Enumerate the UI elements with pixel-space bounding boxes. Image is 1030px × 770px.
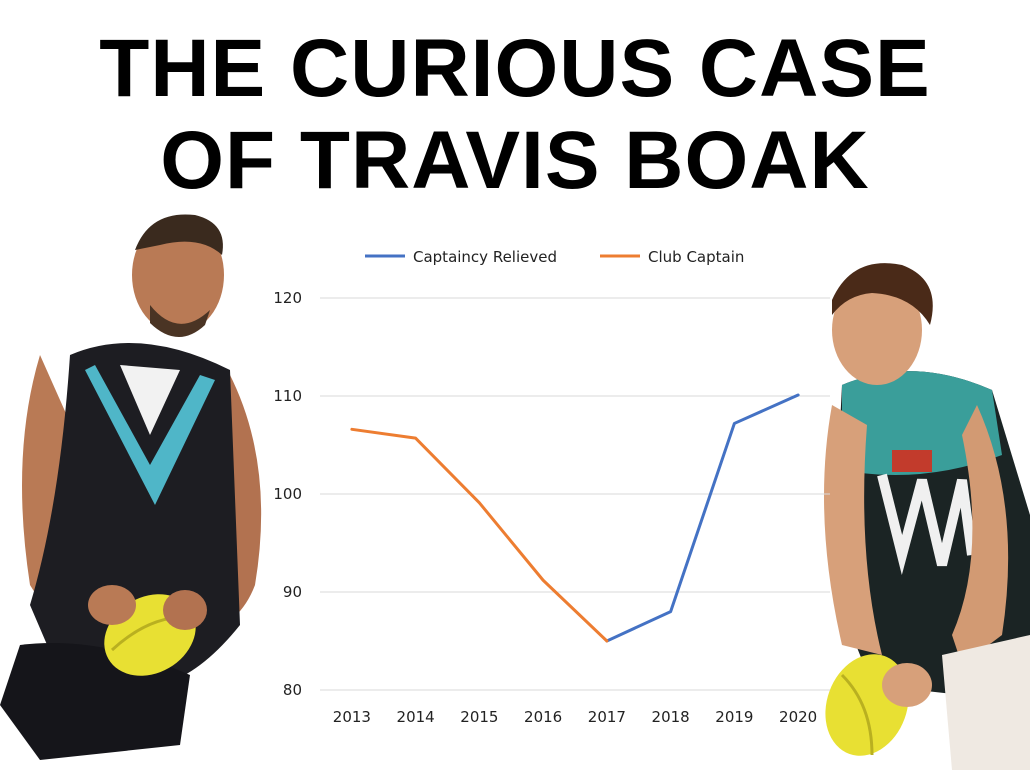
chart-legend: Captaincy Relieved Club Captain [365,248,744,266]
y-tick-label: 110 [273,387,302,405]
headline-line-1: THE CURIOUS CASE [99,23,931,114]
x-tick-label: 2018 [652,708,690,726]
player-right-photo [824,263,1030,770]
chart-gridlines [320,297,830,691]
series-line-captaincy-relieved [605,393,800,643]
chart-series [350,393,800,643]
x-tick-label: 2014 [397,708,435,726]
x-tick-label: 2016 [524,708,562,726]
player-left-photo [0,214,262,760]
x-tick-label: 2017 [588,708,626,726]
legend-label: Club Captain [648,248,744,266]
y-tick-label: 80 [283,681,302,699]
x-tick-label: 2020 [779,708,817,726]
y-tick-label: 100 [273,485,302,503]
x-tick-label: 2019 [715,708,753,726]
headline-line-2: OF TRAVIS BOAK [160,115,870,206]
legend-label: Captaincy Relieved [413,248,557,266]
x-tick-label: 2015 [460,708,498,726]
x-axis-ticks: 2013 2014 2015 2016 2017 2018 2019 2020 [333,708,817,726]
y-tick-label: 120 [273,289,302,307]
y-tick-label: 90 [283,583,302,601]
y-axis-ticks: 80 90 100 110 120 [273,289,302,699]
line-chart: Captaincy Relieved Club Captain 80 90 100 11… [273,248,830,726]
series-line-club-captain [350,427,609,643]
x-tick-label: 2013 [333,708,371,726]
